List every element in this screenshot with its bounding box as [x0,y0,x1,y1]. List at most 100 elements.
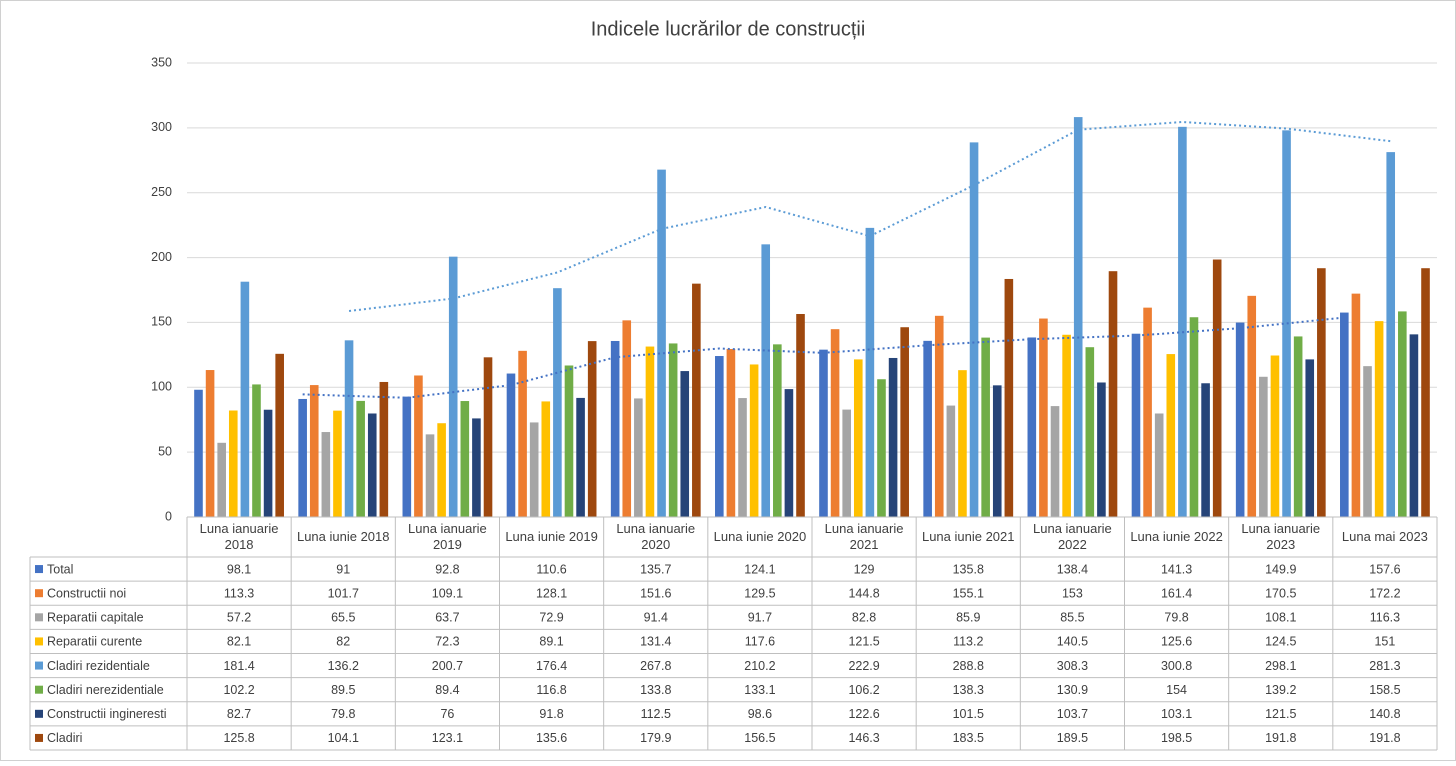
bar [692,283,701,517]
x-tick-label: Luna iunie 2020 [713,529,807,544]
table-value: 98.6 [748,707,772,721]
table-value: 128.1 [536,586,567,600]
table-value: 65.5 [331,611,355,625]
bar [228,410,238,517]
bar [1097,382,1106,517]
table-value: 103.1 [1161,707,1192,721]
table-value: 72.3 [435,635,459,649]
legend-key [35,733,43,742]
bar [715,356,724,517]
bar [1398,311,1407,517]
table-value: 108.1 [1265,611,1296,625]
bar [529,422,539,517]
x-category: Luna ianuarie 2021 [825,521,904,552]
bar [1201,383,1210,517]
table-value: 140.5 [1057,635,1088,649]
legend-label: Reparatii curente [47,635,142,649]
bar [1351,293,1361,517]
table-value: 121.5 [1265,707,1296,721]
table-value: 139.2 [1265,683,1296,697]
table-value: 102.2 [223,683,254,697]
table-value: 130.9 [1057,683,1088,697]
table-value: 300.8 [1161,659,1192,673]
bar [761,244,771,517]
table-value: 191.8 [1369,731,1400,745]
table-value: 117.6 [745,635,775,649]
x-category: Luna ianuarie 2018 [200,521,279,552]
y-tick-label: 150 [151,315,172,329]
table-value: 121.5 [848,635,879,649]
bar [367,413,377,517]
y-tick-label: 300 [151,120,172,134]
bar [1247,295,1257,517]
table-value: 82 [336,635,350,649]
x-category: Luna ianuarie 2019 [408,521,487,552]
table-value: 154 [1166,683,1187,697]
table-value: 144.8 [848,586,879,600]
bar [1293,336,1303,517]
legend-label: Total [47,562,73,576]
bar [518,350,527,517]
bar [1027,337,1037,517]
bar [1259,376,1268,517]
x-category: Luna iunie 2022 [1130,529,1223,544]
bar [553,288,562,517]
bar [1235,322,1245,517]
bar [1421,268,1430,517]
table-value: 151 [1374,635,1395,649]
x-tick-label: Luna iunie 2022 [1130,529,1223,544]
table-value: 140.8 [1369,707,1400,721]
legend-label: Cladiri [47,731,82,745]
bar [1363,366,1372,517]
bar [402,396,412,517]
legend-key [35,709,43,718]
table-value: 146.3 [848,731,879,745]
bar [923,340,932,517]
bar [263,409,273,517]
table-value: 151.6 [640,586,671,600]
table-value: 116.8 [536,683,566,697]
x-category: Luna ianuarie 2023 [1241,521,1320,552]
bar [1131,333,1141,517]
bar [634,398,643,517]
bar [333,410,342,517]
table-value: 298.1 [1265,659,1296,673]
table-value: 176.4 [536,659,567,673]
bar [425,434,435,517]
bar [668,343,678,517]
table-value: 112.5 [641,707,671,721]
bar [1374,321,1384,517]
bar [969,142,979,518]
table-value: 110.6 [536,562,566,576]
x-category: Luna ianuarie 2022 [1033,521,1112,552]
bar [738,398,747,517]
table-value: 57.2 [227,611,251,625]
table-value: 158.5 [1369,683,1400,697]
bar [1143,307,1152,517]
bar [309,385,319,517]
table-value: 155.1 [953,586,984,600]
table-value: 149.9 [1265,562,1296,576]
table-value: 101.5 [953,707,984,721]
table-value: 191.8 [1265,731,1296,745]
table-value: 308.3 [1057,659,1088,673]
bar [564,365,574,517]
bar [1039,318,1048,517]
bar [610,340,620,517]
bar [252,384,261,517]
bar [275,353,284,517]
table-value: 124.5 [1265,635,1296,649]
table-value: 141.3 [1161,562,1192,576]
bar [645,346,655,517]
table-value: 135.7 [640,562,671,576]
legend-key [35,637,43,646]
bar [1178,126,1187,517]
legend-label: Reparatii capitale [47,611,144,625]
bar [981,337,990,517]
bar [1154,413,1164,517]
x-tick-label: Luna ianuarie 2020 [616,521,696,552]
bar [541,401,551,517]
bar [1340,312,1349,517]
bar [194,389,203,517]
table-value: 138.4 [1057,562,1088,576]
